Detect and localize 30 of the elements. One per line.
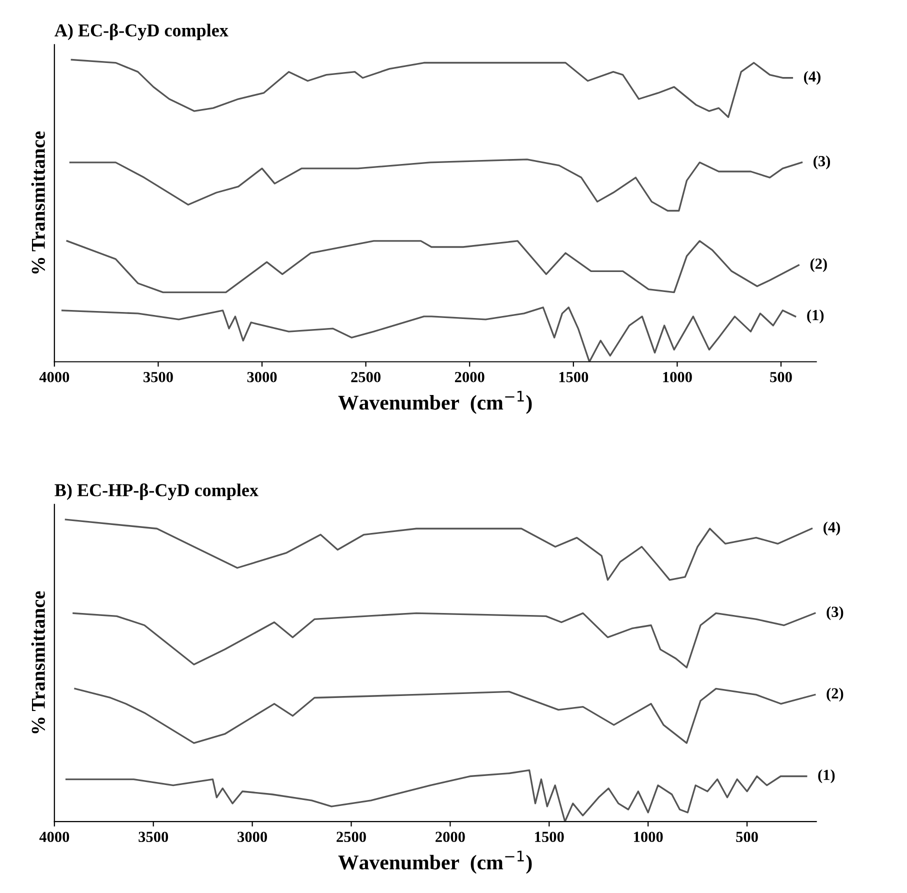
x-tick-label: 1500	[535, 832, 564, 842]
series-label: (4)	[804, 70, 820, 85]
x-tick-label: 1000	[663, 372, 692, 382]
x-tick-label: 2000	[436, 832, 465, 842]
x-tick-label: 500	[736, 832, 758, 842]
y-axis-title: % Transmittance	[31, 591, 45, 734]
series-label: (1)	[818, 769, 835, 784]
x-tick-label: 4000	[39, 372, 70, 382]
x-tick-label: 1500	[559, 372, 588, 382]
series-label: (4)	[824, 522, 840, 536]
x-tick-label: 2000	[454, 372, 484, 382]
x-axis-title: Wavenumber (cm$^{−1}$)	[338, 390, 532, 414]
x-tick-label: 3500	[138, 832, 168, 842]
x-tick-label: 1000	[634, 832, 663, 842]
chart-title: A) EC-β-CyD complex	[54, 24, 228, 40]
x-tick-label: 4000	[39, 832, 70, 842]
chart-title: B) EC-HP-β-CyD complex	[54, 483, 258, 500]
series-label: (2)	[826, 688, 844, 702]
series-label: (3)	[826, 606, 844, 620]
series-label: (2)	[810, 258, 827, 272]
x-tick-label: 500	[770, 372, 792, 382]
x-axis-title: Wavenumber (cm$^{−1}$)	[338, 850, 532, 874]
x-tick-label: 3000	[247, 372, 277, 382]
x-tick-label: 3000	[238, 832, 268, 842]
y-axis-title: % Transmittance	[31, 131, 45, 274]
x-tick-label: 2500	[351, 372, 381, 382]
series-label: (1)	[807, 310, 824, 324]
x-tick-label: 2500	[336, 832, 366, 842]
series-label: (3)	[814, 156, 830, 170]
x-tick-label: 3500	[144, 372, 173, 382]
